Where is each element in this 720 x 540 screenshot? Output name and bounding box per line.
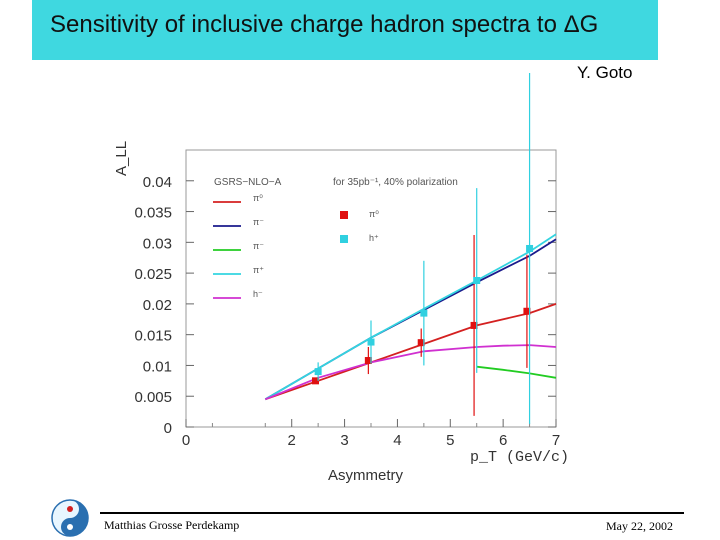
y-tick-label: 0.03 <box>143 235 172 252</box>
x-tick-label: 0 <box>182 432 190 449</box>
plot-frame-group <box>185 149 557 428</box>
data-point <box>364 357 372 365</box>
legend-marker <box>340 235 348 243</box>
data-point <box>470 321 478 329</box>
title-bar: Sensitivity of inclusive charge hadron s… <box>32 0 658 60</box>
data-point <box>312 377 319 385</box>
slide-title: Sensitivity of inclusive charge hadron s… <box>50 11 599 38</box>
legend-label: π⁺ <box>253 265 264 275</box>
legend-group: π⁰ π⁻ π⁻ π⁺ h⁻ π⁰ h⁺ <box>213 193 379 299</box>
series-line <box>264 344 557 401</box>
y-tick-label: 0.005 <box>134 389 172 406</box>
axis-label-group: A_LL p_T (GeV/c) Asymmetry GSRS−NLO−A fo… <box>113 141 569 484</box>
y-tick-label: 0.015 <box>134 328 172 345</box>
data-point <box>314 368 322 376</box>
y-tick-label: 0.035 <box>134 205 172 222</box>
curve-group <box>264 233 557 401</box>
x-tick-label: 2 <box>288 432 296 449</box>
model-annotation: GSRS−NLO−A <box>214 177 282 188</box>
plot-frame <box>185 149 557 428</box>
series-line <box>265 303 557 401</box>
footer-divider <box>100 512 684 514</box>
x-tick-label: 3 <box>340 432 348 449</box>
legend-label: π⁻ <box>253 217 264 227</box>
y-tick-label: 0.04 <box>143 174 172 191</box>
legend-marker-label: h⁺ <box>369 233 379 243</box>
data-point <box>417 339 425 347</box>
series-line <box>264 238 557 401</box>
marker-group <box>312 73 534 424</box>
asymmetry-chart: A_LL p_T (GeV/c) Asymmetry GSRS−NLO−A fo… <box>113 73 569 484</box>
x-tick-label: 6 <box>499 432 507 449</box>
y-tick-label: 0 <box>164 420 172 437</box>
x-axis-sublabel: Asymmetry <box>328 467 404 484</box>
logo-icon <box>51 499 89 537</box>
y-axis-label: A_LL <box>113 141 130 176</box>
x-axis-label: p_T (GeV/c) <box>470 449 569 466</box>
y-tick-label: 0.02 <box>143 297 172 314</box>
legend-label: π⁰ <box>253 193 263 203</box>
data-point <box>367 338 375 346</box>
data-point <box>473 276 481 284</box>
y-tick-label: 0.025 <box>134 266 172 283</box>
footer-date: May 22, 2002 <box>606 519 673 533</box>
data-point <box>523 307 531 315</box>
legend-marker-label: π⁰ <box>369 209 379 219</box>
lumi-annotation: for 35pb⁻¹, 40% polarization <box>333 177 458 188</box>
data-point <box>526 244 534 252</box>
x-tick-label: 5 <box>446 432 454 449</box>
x-tick-label: 4 <box>393 432 401 449</box>
tick-label-group: 0 0.005 0.01 0.015 0.02 0.025 0.03 0.035 0.04 0 2 3… <box>134 174 560 449</box>
x-tick-label: 7 <box>552 432 560 449</box>
legend-marker <box>340 211 348 219</box>
y-tick-label: 0.01 <box>143 358 172 375</box>
data-point <box>420 309 428 317</box>
legend-label: h⁻ <box>253 289 263 299</box>
legend-label: π⁻ <box>253 241 264 251</box>
series-line <box>476 365 557 379</box>
author-label: Y. Goto <box>577 63 633 82</box>
footer-presenter: Matthias Grosse Perdekamp <box>104 518 240 532</box>
